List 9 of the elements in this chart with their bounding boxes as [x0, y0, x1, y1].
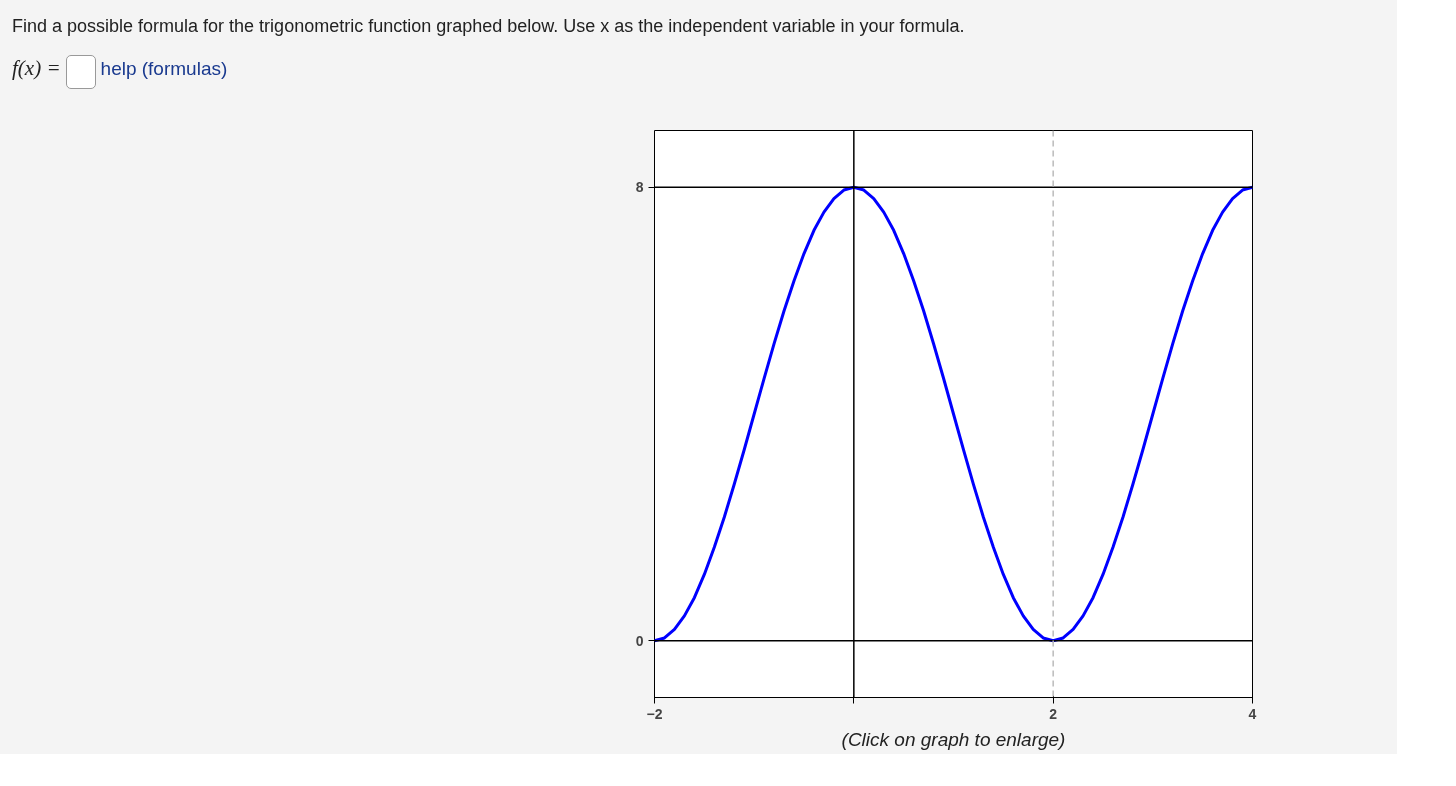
- x-tick-label: 2: [1049, 705, 1058, 722]
- text: Find a possible formula for the trigonometric function graphed below. Use x as the independent variable in your formula.: [12, 15, 965, 38]
- x-tick-label: −2: [646, 705, 663, 722]
- text: f(x) =: [12, 55, 61, 80]
- x-tick-label: 4: [1248, 705, 1257, 722]
- y-tick-label: 0: [635, 632, 644, 649]
- y-tick-label: 8: [635, 178, 644, 195]
- text: help (formulas): [100, 57, 228, 79]
- text: (Click on graph to enlarge): [841, 728, 1066, 750]
